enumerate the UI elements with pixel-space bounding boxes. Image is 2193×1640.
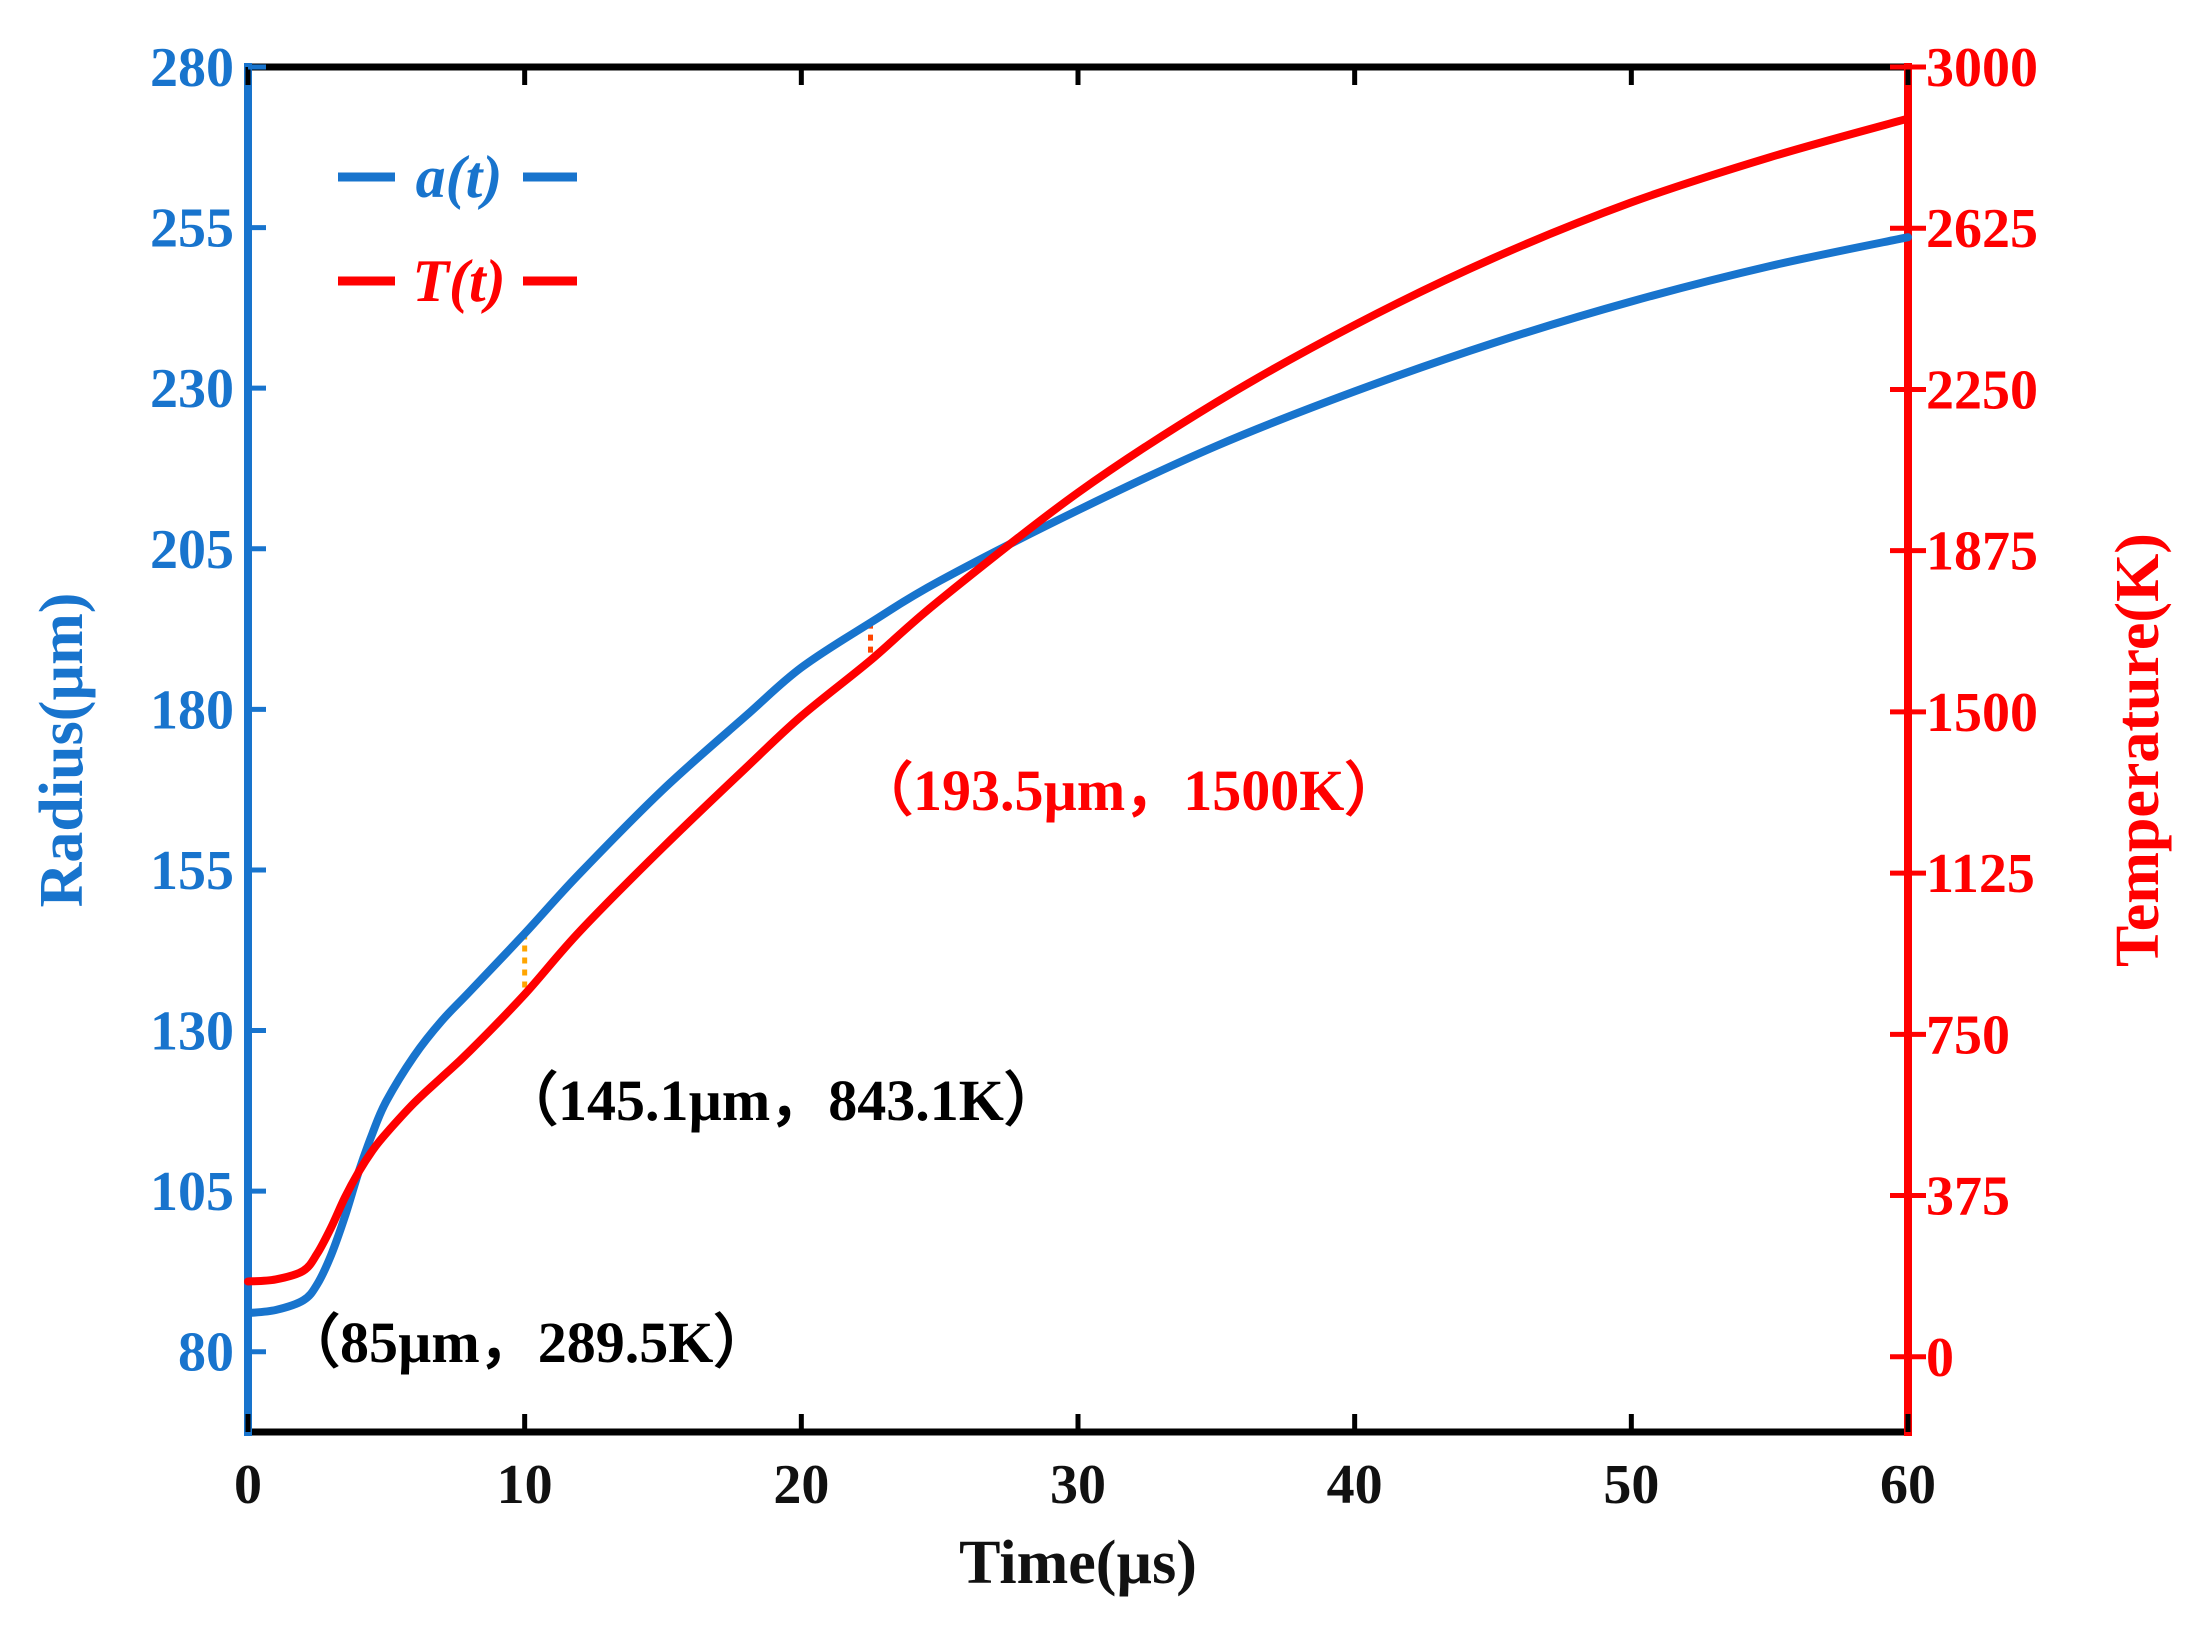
right-tick-label-3000: 3000 <box>1926 37 2038 99</box>
tick-labels: 0 10 20 30 40 50 60 80 105 130 155 180 205 230 255 280 0… <box>150 37 2038 1516</box>
annotation-start: （85µm，289.5K） <box>282 1310 771 1375</box>
x-tick-label-60: 60 <box>1880 1454 1936 1516</box>
right-tick-label-1500: 1500 <box>1926 682 2038 744</box>
x-tick-label-40: 40 <box>1327 1454 1383 1516</box>
left-tick-label-155: 155 <box>150 840 234 902</box>
x-tick-label-20: 20 <box>773 1454 829 1516</box>
series-line-radius <box>244 233 1912 1318</box>
right-tick-label-2250: 2250 <box>1926 359 2038 421</box>
right-tick-label-0: 0 <box>1926 1327 1954 1389</box>
x-tick-label-10: 10 <box>497 1454 553 1516</box>
left-tick-label-205: 205 <box>150 519 234 581</box>
x-tick-label-0: 0 <box>234 1454 262 1516</box>
left-tick-label-180: 180 <box>150 679 234 741</box>
left-tick-label-130: 130 <box>150 1001 234 1063</box>
series-lines <box>244 114 1912 1318</box>
right-tick-label-1125: 1125 <box>1926 843 2035 905</box>
axis-ticks <box>245 64 1926 1432</box>
right-axis-title: Temperature(K) <box>2104 533 2172 967</box>
right-tick-label-1875: 1875 <box>1926 521 2038 583</box>
left-axis-title: Radius(µm) <box>28 593 96 908</box>
legend-label-radius: a(t) <box>416 144 503 210</box>
legend-label-bg-temperature <box>395 244 523 316</box>
x-tick-label-30: 30 <box>1050 1454 1106 1516</box>
right-tick-label-750: 750 <box>1926 1004 2010 1066</box>
annotation-22us: （193.5µm，1500K） <box>855 758 1402 823</box>
marker-lines <box>522 622 873 995</box>
right-tick-label-375: 375 <box>1926 1166 2010 1228</box>
left-tick-label-80: 80 <box>178 1322 234 1384</box>
x-tick-label-50: 50 <box>1603 1454 1659 1516</box>
left-tick-label-105: 105 <box>150 1161 234 1223</box>
right-tick-label-2625: 2625 <box>1926 198 2038 260</box>
series-line-temperature <box>244 114 1912 1286</box>
legend-label-temperature: T(t) <box>412 248 505 314</box>
x-axis-title: Time(µs) <box>959 1529 1197 1597</box>
left-tick-label-230: 230 <box>150 358 234 420</box>
legend-label-bg-radius <box>395 140 523 212</box>
left-tick-label-280: 280 <box>150 37 234 99</box>
annotation-10us: （145.1µm，843.1K） <box>500 1068 1062 1133</box>
left-tick-label-255: 255 <box>150 198 234 260</box>
legend: a(t) T(t) <box>338 140 577 316</box>
